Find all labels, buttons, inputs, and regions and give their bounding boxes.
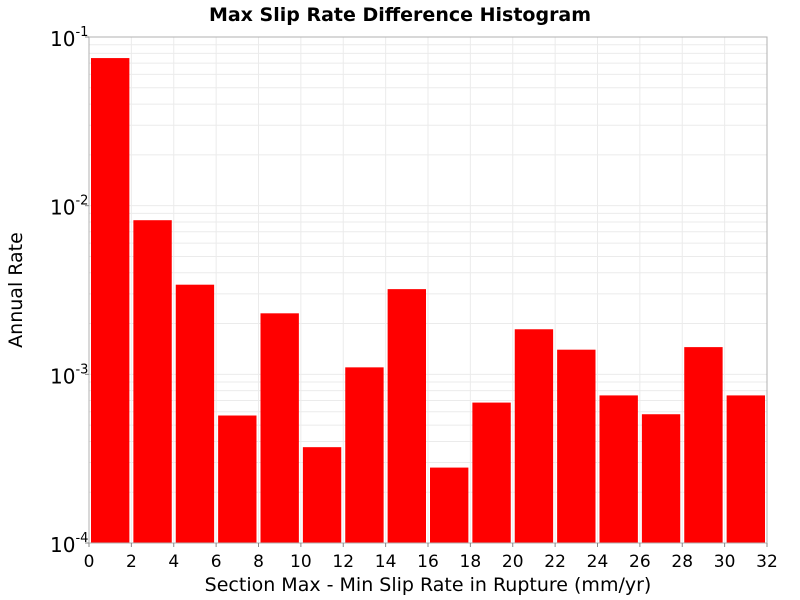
x-tick-label: 0 (84, 552, 95, 572)
histogram-bar (726, 395, 765, 543)
x-tick-label: 12 (332, 552, 354, 572)
x-tick-label: 30 (714, 552, 736, 572)
histogram-bar (302, 447, 342, 543)
histogram-bar (91, 58, 130, 544)
histogram-bar (557, 349, 596, 543)
x-tick-label: 18 (460, 552, 482, 572)
chart-title: Max Slip Rate Difference Histogram (209, 4, 591, 26)
histogram-bar (345, 367, 384, 543)
x-tick-label: 14 (375, 552, 397, 572)
y-tick-label: 10-4 (50, 531, 88, 557)
histogram-bar (133, 220, 172, 543)
histogram-bar (472, 402, 511, 543)
x-tick-label: 20 (502, 552, 524, 572)
y-axis-ticks: 10-4 10-3 10-2 10-1 (50, 25, 89, 557)
x-axis-label: Section Max - Min Slip Rate in Rupture (… (205, 574, 652, 596)
x-tick-label: 2 (126, 552, 137, 572)
histogram-bar (260, 313, 299, 543)
histogram-bar (514, 329, 554, 543)
y-axis-label: Annual Rate (5, 232, 27, 348)
y-tick-label: 10-3 (50, 362, 88, 388)
x-axis-ticks: 0 2 4 6 8 10 12 14 16 18 20 22 24 26 28 30 32 (84, 543, 778, 572)
y-tick-label: 10-1 (50, 25, 88, 51)
x-tick-label: 8 (253, 552, 264, 572)
histogram-bar (175, 284, 215, 543)
bars (91, 58, 765, 544)
x-tick-label: 22 (544, 552, 566, 572)
histogram-bar (218, 415, 257, 543)
x-tick-label: 16 (417, 552, 439, 572)
y-tick-label: 10-2 (50, 194, 88, 220)
x-tick-label: 26 (629, 552, 651, 572)
x-tick-label: 32 (756, 552, 778, 572)
x-tick-label: 4 (168, 552, 179, 572)
histogram-bar (684, 347, 723, 543)
x-tick-label: 6 (211, 552, 222, 572)
x-tick-label: 10 (290, 552, 312, 572)
histogram-bar (430, 467, 469, 543)
x-tick-label: 28 (671, 552, 693, 572)
histogram-bar (641, 414, 681, 543)
x-tick-label: 24 (587, 552, 609, 572)
histogram-bar (387, 289, 426, 543)
histogram-bar (599, 395, 638, 543)
